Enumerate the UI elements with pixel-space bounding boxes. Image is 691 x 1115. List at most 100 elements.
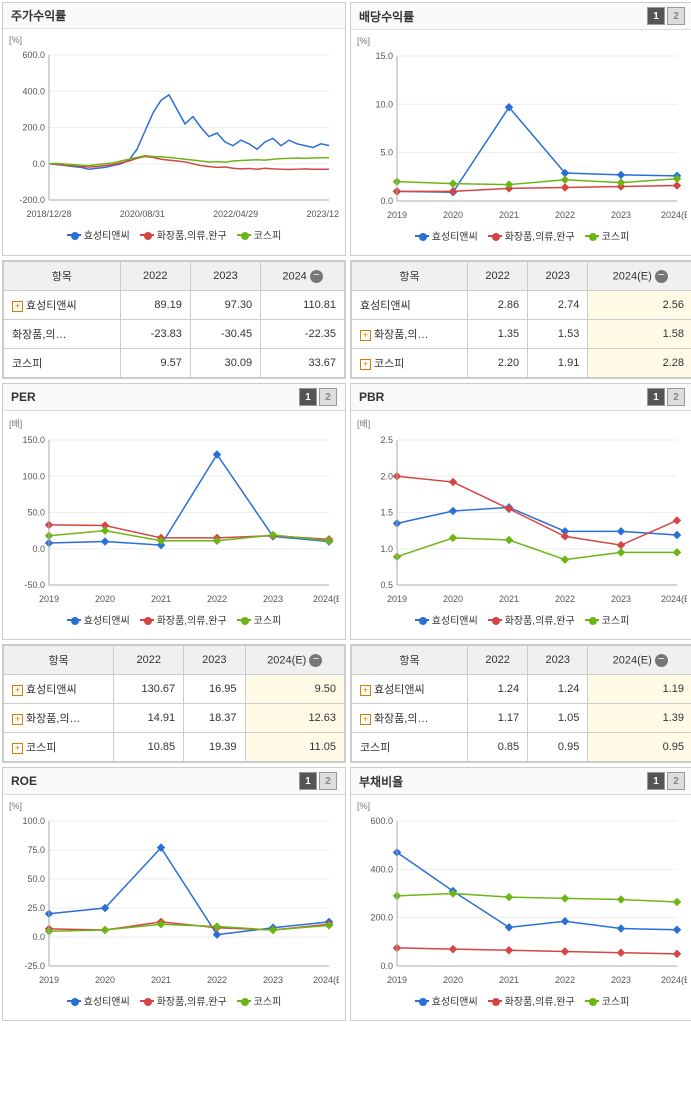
svg-text:2023: 2023 bbox=[611, 210, 631, 220]
table-header: 2022 bbox=[114, 646, 184, 675]
svg-text:10.0: 10.0 bbox=[375, 99, 393, 109]
row-label: 효성티앤씨 bbox=[352, 291, 468, 320]
legend-item: .legend-swatch[style*='#2a6fd6']::before… bbox=[415, 228, 478, 243]
y-unit-label: [%] bbox=[357, 36, 687, 46]
table-header: 항목 bbox=[352, 262, 468, 291]
table-row: 코스피0.850.950.95 bbox=[352, 733, 691, 762]
tab-1[interactable]: 1 bbox=[647, 388, 665, 406]
table-panel-t_dividend: 항목202220232024(E)−효성티앤씨2.862.742.56+화장품,… bbox=[350, 260, 691, 379]
panel-header: ROE 1 2 bbox=[3, 768, 345, 795]
panel-header: 부채비율 1 2 bbox=[351, 768, 691, 795]
table-cell: 0.95 bbox=[528, 733, 588, 762]
collapse-icon[interactable]: − bbox=[310, 270, 323, 283]
table-cell: 1.39 bbox=[588, 704, 691, 733]
row-label: 화장품,의… bbox=[4, 320, 121, 349]
svg-text:200.0: 200.0 bbox=[370, 913, 393, 923]
tab-2[interactable]: 2 bbox=[667, 772, 685, 790]
table-cell: 1.19 bbox=[588, 675, 691, 704]
table-header: 2024(E)− bbox=[588, 262, 691, 291]
table-cell: 12.63 bbox=[245, 704, 344, 733]
legend-item: .legend-swatch[style*='#6db515']::before… bbox=[585, 993, 630, 1008]
svg-text:2022: 2022 bbox=[555, 210, 575, 220]
svg-text:100.0: 100.0 bbox=[22, 816, 45, 826]
svg-text:2024(E): 2024(E) bbox=[313, 975, 339, 985]
expand-icon[interactable]: + bbox=[360, 714, 371, 725]
svg-text:2021: 2021 bbox=[499, 975, 519, 985]
chart-svg: -50.00.050.0100.0150.0201920202021202220… bbox=[9, 430, 339, 610]
table-cell: 1.24 bbox=[528, 675, 588, 704]
tab-2[interactable]: 2 bbox=[319, 772, 337, 790]
panel-title: PBR bbox=[359, 390, 384, 404]
y-unit-label: [%] bbox=[9, 35, 339, 45]
chart-area: [배] 0.51.01.52.02.5201920202021202220232… bbox=[351, 411, 691, 639]
table-cell: 9.57 bbox=[120, 349, 190, 378]
legend-label: 코스피 bbox=[254, 227, 282, 242]
chart-area: [배] -50.00.050.0100.0150.020192020202120… bbox=[3, 411, 345, 639]
svg-text:0.0: 0.0 bbox=[32, 932, 45, 942]
svg-text:50.0: 50.0 bbox=[27, 508, 45, 518]
table-cell: 18.37 bbox=[184, 704, 245, 733]
tab-2[interactable]: 2 bbox=[667, 388, 685, 406]
svg-text:2021: 2021 bbox=[151, 594, 171, 604]
svg-text:600.0: 600.0 bbox=[22, 50, 45, 60]
chart-svg: -200.00.0200.0400.0600.02018/12/282020/0… bbox=[9, 45, 339, 225]
svg-text:2024(E): 2024(E) bbox=[661, 210, 687, 220]
collapse-icon[interactable]: − bbox=[655, 654, 668, 667]
expand-icon[interactable]: + bbox=[360, 359, 371, 370]
table-cell: 16.95 bbox=[184, 675, 245, 704]
svg-text:2023: 2023 bbox=[611, 975, 631, 985]
expand-icon[interactable]: + bbox=[12, 301, 23, 312]
tab-1[interactable]: 1 bbox=[647, 772, 665, 790]
expand-icon[interactable]: + bbox=[360, 330, 371, 341]
panel-header: PER 1 2 bbox=[3, 384, 345, 411]
chart-svg: 0.51.01.52.02.5201920202021202220232024(… bbox=[357, 430, 687, 610]
expand-icon[interactable]: + bbox=[12, 685, 23, 696]
data-table: 항목202220232024(E)−+효성티앤씨130.6716.959.50+… bbox=[3, 645, 345, 762]
svg-text:2021: 2021 bbox=[499, 210, 519, 220]
svg-text:2020: 2020 bbox=[443, 975, 463, 985]
legend-label: 화장품,의류,완구 bbox=[157, 993, 227, 1008]
legend-item: .legend-swatch[style*='#6db515']::before… bbox=[585, 228, 630, 243]
svg-text:2022/04/29: 2022/04/29 bbox=[213, 209, 258, 219]
chart-panel-roe: ROE 1 2 [%] -25.00.025.050.075.0100.0201… bbox=[2, 767, 346, 1021]
chart-panel-pbr: PBR 1 2 [배] 0.51.01.52.02.52019202020212… bbox=[350, 383, 691, 640]
tab-1[interactable]: 1 bbox=[647, 7, 665, 25]
table-cell: 1.17 bbox=[468, 704, 528, 733]
expand-icon[interactable]: + bbox=[12, 743, 23, 754]
svg-text:0.5: 0.5 bbox=[380, 580, 393, 590]
svg-text:25.0: 25.0 bbox=[27, 903, 45, 913]
dashboard-grid: 주가수익률 [%] -200.00.0200.0400.0600.02018/1… bbox=[0, 0, 691, 1023]
chart-area: [%] -25.00.025.050.075.0100.020192020202… bbox=[3, 795, 345, 1020]
tab-1[interactable]: 1 bbox=[299, 772, 317, 790]
panel-header: 주가수익률 bbox=[3, 3, 345, 29]
panel-title: PER bbox=[11, 390, 36, 404]
svg-text:2024(E): 2024(E) bbox=[661, 975, 687, 985]
y-unit-label: [배] bbox=[9, 417, 339, 430]
legend-label: 코스피 bbox=[602, 993, 630, 1008]
expand-icon[interactable]: + bbox=[12, 714, 23, 725]
tab-2[interactable]: 2 bbox=[667, 7, 685, 25]
svg-text:-50.0: -50.0 bbox=[24, 580, 45, 590]
svg-text:2022: 2022 bbox=[555, 594, 575, 604]
collapse-icon[interactable]: − bbox=[309, 654, 322, 667]
tab-1[interactable]: 1 bbox=[299, 388, 317, 406]
svg-text:2021: 2021 bbox=[151, 975, 171, 985]
tab-buttons: 1 2 bbox=[299, 772, 337, 790]
table-cell: 1.58 bbox=[588, 320, 691, 349]
table-cell: 1.91 bbox=[528, 349, 588, 378]
legend-label: 코스피 bbox=[602, 228, 630, 243]
table-row: +효성티앤씨89.1997.30110.81 bbox=[4, 291, 345, 320]
table-header: 2023 bbox=[528, 262, 588, 291]
tab-buttons: 1 2 bbox=[299, 388, 337, 406]
collapse-icon[interactable]: − bbox=[655, 270, 668, 283]
chart-panel-per: PER 1 2 [배] -50.00.050.0100.0150.0201920… bbox=[2, 383, 346, 640]
legend-label: 화장품,의류,완구 bbox=[157, 227, 227, 242]
legend-item: .legend-swatch[style*='#d64545']::before… bbox=[488, 612, 575, 627]
svg-text:2019: 2019 bbox=[387, 594, 407, 604]
table-cell: 9.50 bbox=[245, 675, 344, 704]
legend-label: 화장품,의류,완구 bbox=[157, 612, 227, 627]
chart-legend: .legend-swatch[style*='#2a6fd6']::before… bbox=[357, 610, 687, 633]
tab-2[interactable]: 2 bbox=[319, 388, 337, 406]
table-cell: 110.81 bbox=[261, 291, 345, 320]
expand-icon[interactable]: + bbox=[360, 685, 371, 696]
